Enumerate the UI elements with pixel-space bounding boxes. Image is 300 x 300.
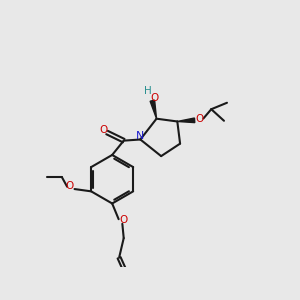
Text: O: O xyxy=(100,125,108,135)
Text: O: O xyxy=(66,181,74,191)
Text: H: H xyxy=(144,86,152,96)
Polygon shape xyxy=(177,118,195,123)
Text: N: N xyxy=(136,131,145,141)
Text: O: O xyxy=(151,93,159,103)
Text: O: O xyxy=(120,215,128,225)
Text: O: O xyxy=(196,114,204,124)
Polygon shape xyxy=(150,100,157,119)
